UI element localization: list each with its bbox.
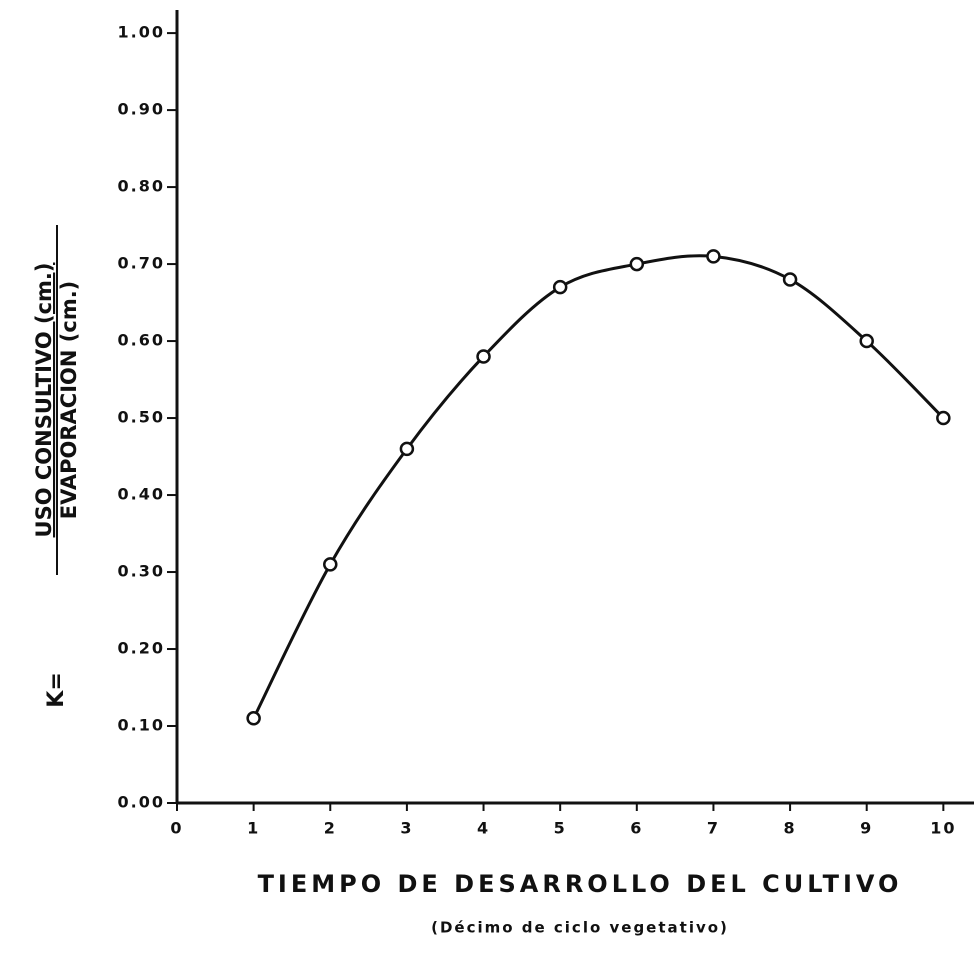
x-tick-label: 0 (170, 819, 183, 838)
y-label-denominator: EVAPORACION (cm.) (57, 281, 81, 520)
y-tick-label: 0.90 (118, 100, 165, 119)
y-tick-label: 0.30 (118, 562, 165, 581)
data-point (936, 410, 951, 426)
x-tick-label: 9 (860, 819, 873, 838)
y-tick-label: 0.80 (118, 177, 165, 196)
data-point (629, 256, 645, 272)
y-tick-label: 0.20 (118, 639, 165, 658)
y-tick-label: 0.10 (118, 716, 165, 735)
y-tick-label: 0.70 (118, 254, 165, 273)
data-point (552, 279, 568, 295)
x-tick-label: 10 (930, 819, 956, 838)
data-point (399, 441, 415, 457)
x-tick-label: 8 (784, 819, 797, 838)
data-point (859, 333, 874, 349)
x-tick-label: 6 (630, 819, 643, 838)
x-tick-label: 2 (324, 819, 337, 838)
y-tick-label: 0.50 (118, 408, 165, 427)
data-point (782, 272, 798, 287)
x-tick-label: 5 (554, 819, 567, 838)
curve (252, 254, 945, 719)
x-tick-label: 7 (707, 819, 720, 838)
y-axis-label: K= USO CONSULTIVO (cm.) EVAPORACION (cm.… (32, 225, 81, 708)
data-point (706, 249, 721, 264)
data-point (476, 349, 491, 364)
data-point (246, 711, 261, 726)
x-axis-sublabel: (Décimo de ciclo vegetativo) (431, 919, 729, 937)
x-tick-label: 1 (247, 819, 260, 838)
x-tick-label: 3 (400, 819, 413, 838)
data-point (323, 557, 338, 572)
y-label-numerator: USO CONSULTIVO (cm.) (32, 263, 56, 538)
y-label-prefix: K= (44, 672, 69, 707)
y-tick-label: 1.00 (118, 23, 165, 42)
x-axis-label: TIEMPO DE DESARROLLO DEL CULTIVO (258, 870, 903, 898)
y-tick-label: 0.00 (118, 793, 165, 812)
y-tick-label: 0.60 (118, 331, 165, 350)
x-tick-label: 4 (477, 819, 490, 838)
y-tick-label: 0.40 (118, 485, 165, 504)
